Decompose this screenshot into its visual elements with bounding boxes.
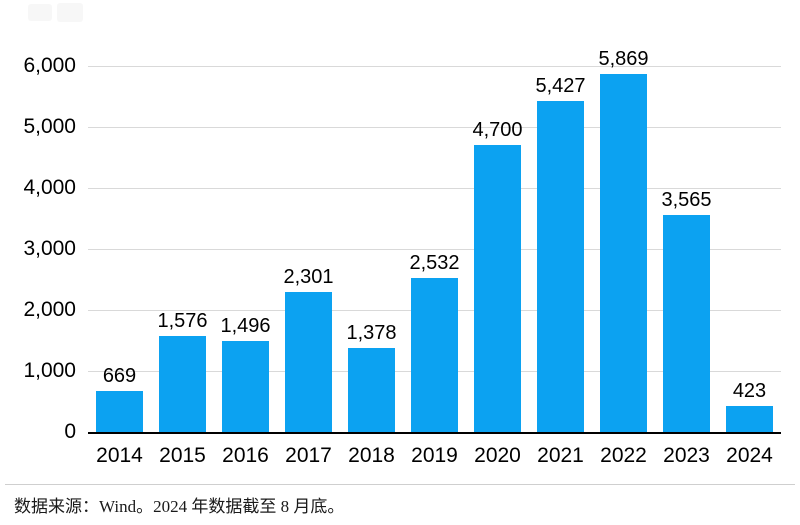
bar-value-label: 2,301 [283, 265, 334, 288]
bar-2021 [537, 100, 584, 432]
x-axis-tick-label: 2021 [537, 444, 584, 467]
bar-2020 [474, 145, 521, 432]
bar-value-label: 4,700 [472, 119, 523, 142]
bar-2014 [96, 391, 143, 432]
gridline [88, 66, 781, 67]
x-axis-tick-label: 2018 [348, 444, 395, 467]
bar-2019 [411, 277, 458, 432]
bar-2018 [348, 347, 395, 432]
y-axis-tick-label: 5,000 [23, 115, 76, 138]
bar-2015 [159, 335, 206, 432]
bar-value-label: 423 [732, 380, 767, 403]
gridline [88, 188, 781, 189]
gridline [88, 249, 781, 250]
x-axis-tick-label: 2024 [726, 444, 773, 467]
x-axis-baseline [88, 432, 781, 434]
source-caption: 数据来源：Wind。2024 年数据截至 8 月底。 [14, 497, 345, 516]
bar-value-label: 2,532 [409, 251, 460, 274]
y-axis-tick-label: 0 [64, 420, 76, 443]
x-axis-tick-label: 2017 [285, 444, 332, 467]
bar-value-label: 1,576 [157, 309, 208, 332]
caption-divider [5, 484, 795, 485]
x-axis-tick-label: 2020 [474, 444, 521, 467]
bar-2024 [726, 406, 773, 432]
plot-area: 669 1,576 1,496 2,301 1,378 2,532 4,700 5,427 5,… [88, 0, 781, 434]
x-axis-tick-label: 2016 [222, 444, 269, 467]
bar-value-label: 5,427 [535, 74, 586, 97]
y-axis-tick-label: 2,000 [23, 298, 76, 321]
x-axis-tick-label: 2015 [159, 444, 206, 467]
y-axis-tick-label: 6,000 [23, 54, 76, 77]
bar-value-label: 1,378 [346, 321, 397, 344]
y-axis-tick-label: 4,000 [23, 176, 76, 199]
bar-value-label: 669 [102, 365, 137, 388]
bar-2023 [663, 214, 710, 432]
bar-value-label: 3,565 [661, 188, 712, 211]
y-axis-tick-label: 1,000 [23, 359, 76, 382]
x-axis-tick-label: 2023 [663, 444, 710, 467]
bar-2016 [222, 340, 269, 432]
bar-value-label: 1,496 [220, 314, 271, 337]
bar-2017 [285, 291, 332, 432]
y-axis-tick-label: 3,000 [23, 237, 76, 260]
faint-watermark [57, 3, 83, 22]
x-axis-tick-label: 2014 [96, 444, 143, 467]
bar-value-label: 5,869 [598, 47, 649, 70]
bar-2022 [600, 73, 647, 432]
faint-watermark [28, 4, 52, 21]
x-axis-tick-label: 2019 [411, 444, 458, 467]
gridline [88, 127, 781, 128]
x-axis-tick-label: 2022 [600, 444, 647, 467]
